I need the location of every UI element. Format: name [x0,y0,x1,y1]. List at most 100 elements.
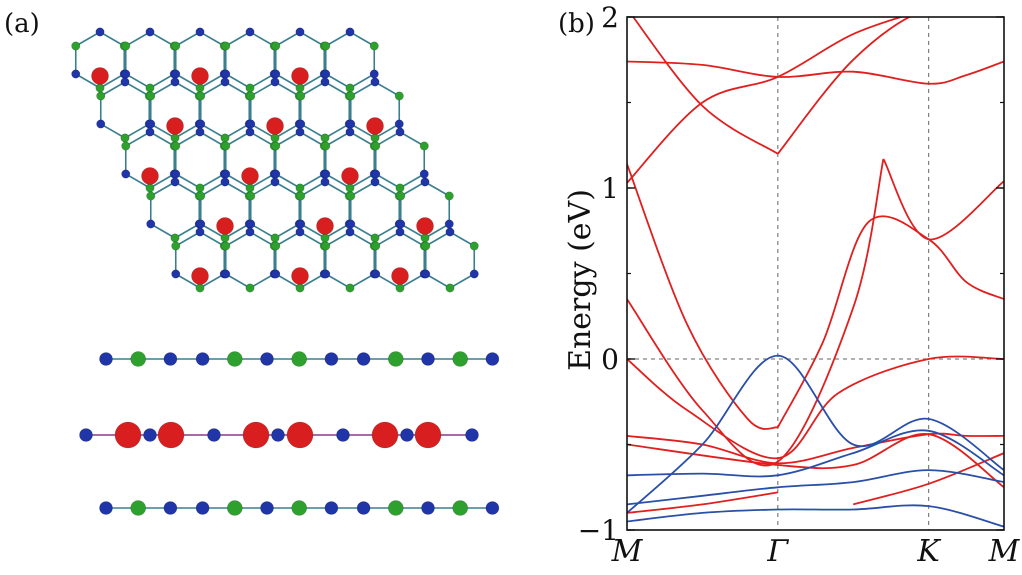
blue-atom [145,27,155,37]
lattice-bond [225,173,251,189]
green-atom [245,283,255,293]
blue-atom [369,69,379,79]
lattice-bond [150,123,176,139]
red-atom [371,421,399,449]
lattice-bond [374,181,400,197]
lattice-bond [350,223,376,239]
lattice-bond [149,31,175,47]
red-atom [341,167,359,185]
lattice-bond [275,273,301,289]
lattice-bond [324,181,350,197]
green-atom [296,91,306,101]
red-atom [366,117,384,135]
green-atom [245,183,255,193]
green-atom [271,241,281,251]
green-atom [270,233,280,243]
green-atom [296,191,306,201]
lattice-bond [275,231,301,247]
lattice-bond [250,223,276,239]
red-atom [414,421,442,449]
blue-atom [485,352,500,366]
blue-atom [485,501,500,515]
lattice-bond [175,131,201,147]
lattice-bond [124,123,150,139]
lattice-bond [225,31,251,47]
green-atom [321,141,331,151]
blue-atom [270,177,280,187]
lattice-bond [349,231,375,247]
green-atom [387,351,404,367]
green-atom [120,133,130,143]
blue-atom [420,177,430,187]
red-band-line [627,433,1004,489]
blue-atom [395,127,405,137]
green-atom [146,191,156,201]
red-band-line [627,158,885,467]
green-atom [220,133,230,143]
lattice-bond [199,31,225,47]
green-atom [227,351,243,367]
blue-atom [295,127,305,137]
lattice-bond [224,223,250,239]
lattice-bond [324,81,350,97]
blue-atom [171,169,181,179]
blue-band-line [627,504,1004,528]
lattice-bond [250,81,276,97]
lattice-bond [225,131,251,147]
lattice-bond [375,173,401,189]
green-atom [295,83,305,93]
lattice-bond [449,273,475,289]
blue-atom [99,501,113,515]
lattice-bond [99,73,125,89]
lattice-bond [350,123,376,139]
green-atom [369,41,379,51]
lattice-bond [274,123,300,139]
y-tick-label: 2 [601,1,619,34]
lattice-bonds [74,31,476,289]
green-atom [171,141,181,151]
green-atom [71,41,81,51]
blue-atom [221,169,231,179]
lattice-bond [150,181,176,197]
blue-atom [245,27,255,37]
green-atom [145,183,155,193]
blue-atom [143,428,157,442]
green-atom [271,41,281,51]
band-lines [627,17,1004,528]
blue-atom [370,77,380,87]
lattice-bond [374,81,400,97]
lattice-bond [199,131,225,147]
green-atom [370,233,380,243]
blue-atom [396,219,406,229]
green-atom [387,500,404,516]
green-atom [146,91,156,101]
lattice-bond [75,73,101,89]
panel-b-label: (b) [558,9,595,39]
blue-atom [296,219,306,229]
y-axis-title: Energy (eV) [563,189,598,371]
blue-atom [345,227,355,237]
lattice-bond [400,223,426,239]
blue-atom [196,119,206,129]
lattice-bond [125,31,151,47]
green-atom [195,283,205,293]
red-band-line [627,355,1004,460]
blue-atom [260,352,274,366]
lattice-bond [199,231,225,247]
y-tick-label: 1 [601,172,619,205]
lattice-bond [99,31,125,47]
blue-atom [346,119,356,129]
blue-atom [395,227,405,237]
blue-atom [170,77,180,87]
green-atom [96,91,106,101]
green-atom [121,141,131,151]
green-atom [419,141,429,151]
blue-atom [356,501,371,515]
red-band-line [627,17,904,184]
red-atom [141,167,159,185]
green-atom [346,91,356,101]
red-band-line [777,17,912,155]
blue-atom [196,219,206,229]
blue-atom [245,127,255,137]
